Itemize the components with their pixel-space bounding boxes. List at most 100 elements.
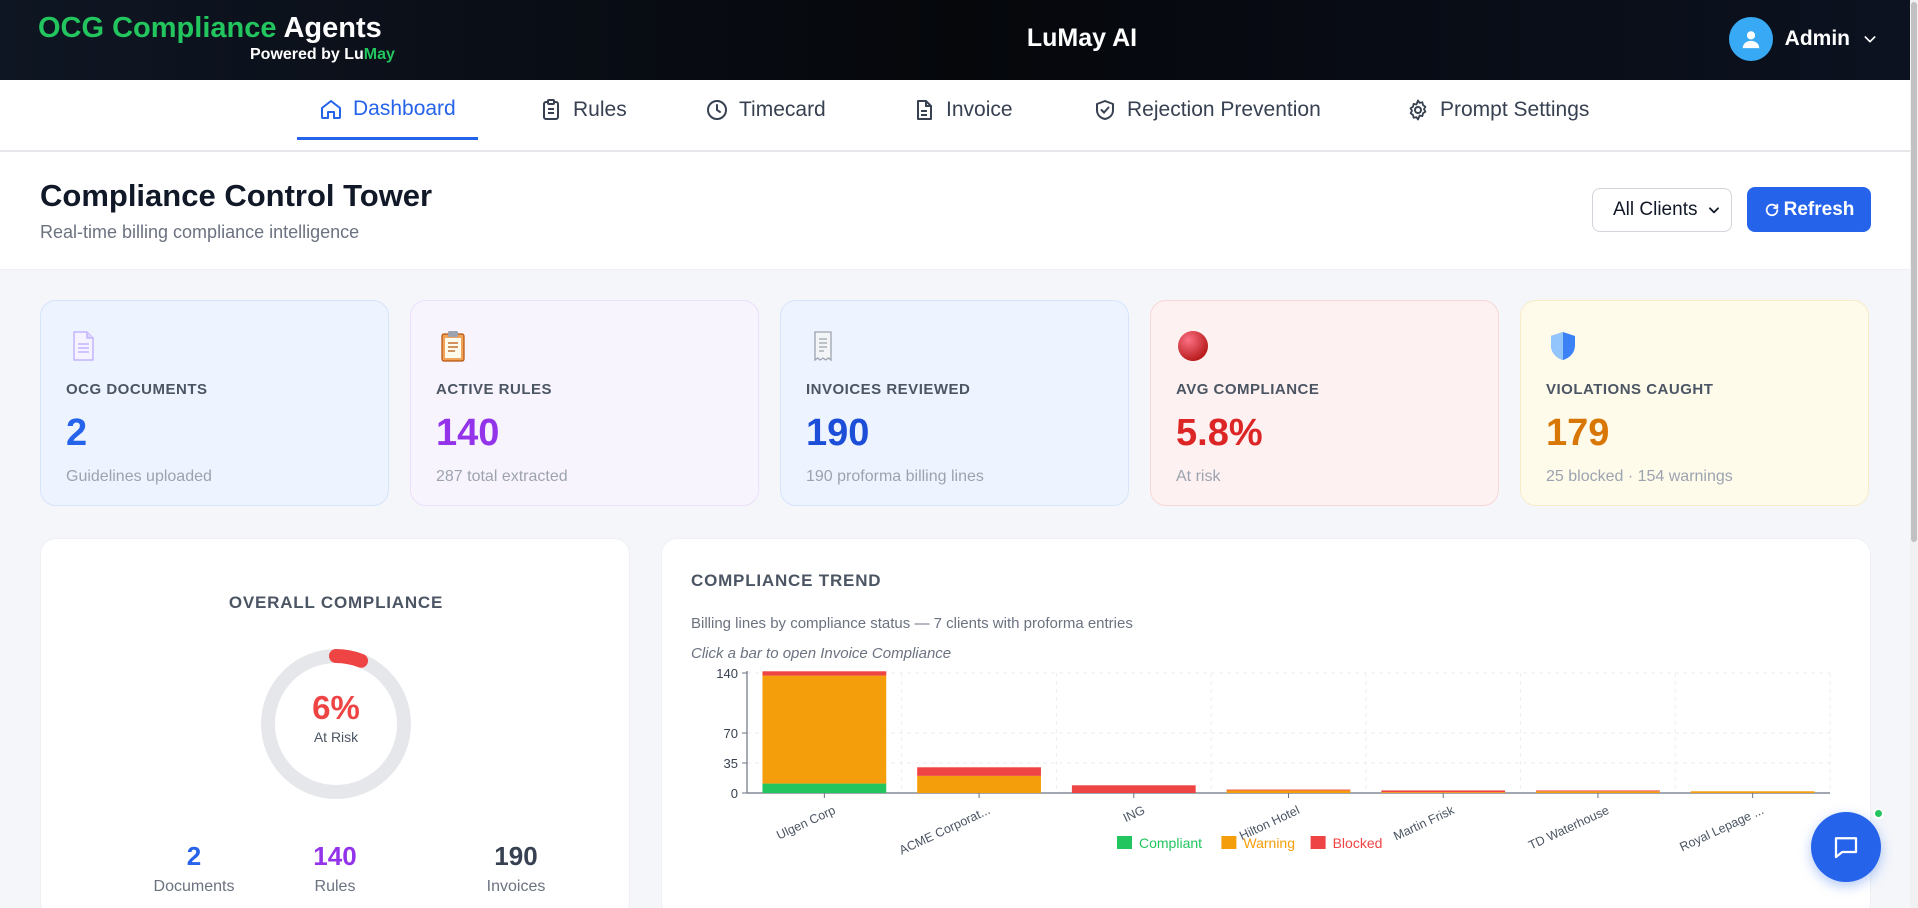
home-icon (321, 99, 341, 119)
powered-by-prefix: Powered by Lu (250, 46, 364, 63)
brand-title: OCG Compliance Agents (38, 10, 382, 46)
gear-icon (1409, 99, 1427, 121)
stat-description: Guidelines uploaded (66, 468, 212, 485)
scrollbar-thumb[interactable] (1911, 2, 1917, 542)
trend-hint: Click a bar to open Invoice Compliance (691, 645, 952, 662)
shield-check-icon (1096, 100, 1114, 120)
tab-label: Prompt Settings (1440, 98, 1590, 121)
stat-label: INVOICES REVIEWED (806, 381, 971, 398)
chat-button[interactable] (1811, 812, 1881, 882)
stat-card-active-rules[interactable]: ACTIVE RULES 140 287 total extracted (410, 300, 759, 506)
page-header: Compliance Control Tower Real-time billi… (0, 152, 1910, 270)
tab-timecard[interactable]: Timecard (683, 80, 848, 140)
user-name: Admin (1784, 27, 1850, 50)
bar-segment-warning[interactable] (1226, 790, 1351, 793)
legend-swatch (1310, 836, 1326, 849)
bar-segment-warning[interactable] (1536, 791, 1660, 793)
tab-dashboard[interactable]: Dashboard (297, 80, 478, 140)
stat-card-ocg-documents[interactable]: OCG DOCUMENTS 2 Guidelines uploaded (40, 300, 389, 506)
refresh-icon (1765, 203, 1778, 216)
online-status-dot (1873, 808, 1884, 819)
legend-label: Compliant (1139, 835, 1202, 851)
page-title: Compliance Control Tower (40, 178, 433, 213)
metric-invoices: 190 Invoices (436, 841, 596, 896)
bar-segment-blocked[interactable] (1071, 785, 1196, 793)
refresh-label: Refresh (1783, 198, 1855, 220)
metric-value: 2 (186, 841, 202, 871)
clipboard-icon (441, 331, 465, 362)
x-tick-label: Royal Lepage ... (1677, 803, 1765, 854)
stat-card-avg-compliance[interactable]: AVG COMPLIANCE 5.8% At risk (1150, 300, 1499, 506)
document-icon (917, 100, 932, 120)
chevron-down-icon (1709, 207, 1719, 214)
app-title: LuMay AI (1026, 24, 1138, 52)
tab-label: Rejection Prevention (1127, 98, 1321, 121)
bar-segment-warning[interactable] (1381, 792, 1506, 793)
legend-swatch (1221, 836, 1237, 849)
stat-label: VIOLATIONS CAUGHT (1546, 381, 1714, 398)
compliance-trend-panel: COMPLIANCE TREND Billing lines by compli… (661, 538, 1871, 908)
stat-value: 190 (806, 412, 870, 454)
compliance-donut (261, 649, 411, 799)
bar-segment-blocked[interactable] (762, 671, 887, 676)
brand-title-part2: Agents (283, 12, 382, 44)
x-tick-label: Ulgen Corp (774, 803, 837, 842)
clock-icon (707, 100, 727, 120)
powered-by-suffix: May (363, 46, 395, 63)
stat-label: AVG COMPLIANCE (1176, 381, 1320, 398)
y-tick-label: 70 (724, 726, 738, 741)
x-tick-label: ACME Corporat... (897, 803, 992, 857)
stat-value: 5.8% (1176, 412, 1263, 454)
overall-compliance-title: OVERALL COMPLIANCE (228, 593, 444, 612)
refresh-button[interactable]: Refresh (1747, 187, 1871, 232)
client-filter-select[interactable]: All Clients (1592, 188, 1732, 232)
x-tick-label: Martin Frisk (1391, 803, 1457, 844)
page-icon (73, 331, 94, 361)
stat-value: 179 (1546, 412, 1610, 454)
tab-prompt-settings[interactable]: Prompt Settings (1384, 80, 1611, 140)
metric-rules: 140 Rules (255, 841, 415, 896)
bar-segment-warning[interactable] (917, 775, 1041, 793)
stat-label: OCG DOCUMENTS (66, 381, 208, 398)
bar-segment-compliant[interactable] (762, 783, 887, 793)
bar-segment-warning[interactable] (1690, 791, 1815, 793)
bar-segment-blocked[interactable] (1536, 790, 1660, 792)
powered-by: Powered by LuMay (250, 46, 395, 64)
trend-subtitle: Billing lines by compliance status — 7 c… (691, 615, 1133, 632)
stat-card-violations-caught[interactable]: VIOLATIONS CAUGHT 179 25 blocked · 154 w… (1520, 300, 1869, 506)
stat-description: At risk (1176, 468, 1221, 485)
red-circle-icon (1178, 331, 1208, 361)
tab-rejection-prevention[interactable]: Rejection Prevention (1071, 80, 1343, 140)
tab-label: Invoice (946, 98, 1013, 121)
brand-title-part1: OCG Compliance (38, 12, 277, 44)
stat-description: 25 blocked · 154 warnings (1546, 468, 1733, 485)
bar-segment-warning[interactable] (762, 675, 887, 784)
metric-label: Documents (153, 878, 235, 895)
clipboard-icon (543, 99, 559, 120)
receipt-icon (814, 331, 832, 362)
avatar (1728, 17, 1773, 61)
y-tick-label: 0 (731, 786, 738, 801)
bar-segment-blocked[interactable] (1381, 790, 1506, 793)
compliance-status: At Risk (313, 729, 359, 745)
stat-label: ACTIVE RULES (436, 381, 553, 398)
trend-title: COMPLIANCE TREND (691, 571, 882, 590)
main-nav: Dashboard Rules Timecard Invoice Rejecti… (0, 80, 1910, 152)
user-menu[interactable]: Admin (1728, 17, 1878, 61)
tab-label: Dashboard (353, 96, 456, 120)
tab-invoice[interactable]: Invoice (890, 80, 1035, 140)
y-tick-label: 35 (724, 756, 738, 771)
bar-segment-blocked[interactable] (917, 767, 1041, 776)
overall-compliance-panel: OVERALL COMPLIANCE 6% At Risk 2 Document… (40, 538, 630, 908)
brand-logo[interactable]: OCG Compliance Agents (38, 10, 382, 46)
x-tick-label: ING (1121, 803, 1147, 825)
stat-description: 287 total extracted (436, 468, 568, 485)
legend-label: Warning (1243, 835, 1295, 851)
tab-rules[interactable]: Rules (517, 80, 649, 140)
stat-card-invoices-reviewed[interactable]: INVOICES REVIEWED 190 190 proforma billi… (780, 300, 1129, 506)
bar-segment-blocked[interactable] (1226, 789, 1351, 791)
stat-value: 140 (436, 412, 500, 454)
stat-description: 190 proforma billing lines (806, 468, 984, 485)
top-bar: OCG Compliance Agents Powered by LuMay L… (0, 0, 1918, 80)
metric-label: Rules (314, 878, 356, 895)
